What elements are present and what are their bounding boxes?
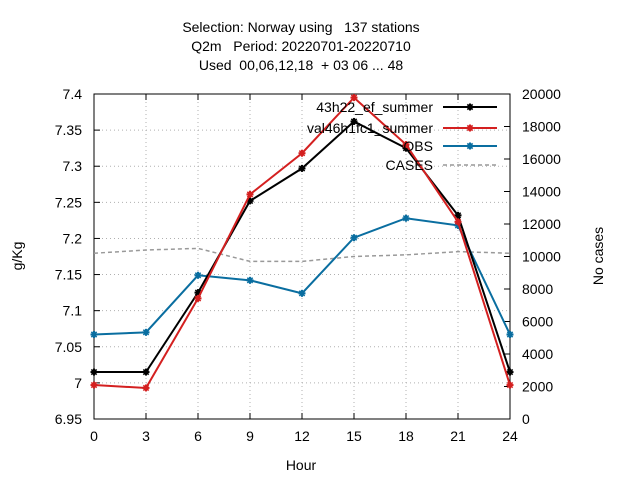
y-tick-label: 7.35 — [55, 122, 82, 138]
tick-marks — [93, 93, 511, 420]
legend: 43h22_ef_summer val46h1fc1_summer OBS CASES — [307, 99, 497, 173]
data-point — [142, 328, 150, 336]
y-axis-label: g/Kg — [9, 242, 25, 271]
data-point — [506, 368, 514, 376]
y-tick-label: 7.4 — [63, 86, 83, 102]
y-tick-label: 7.15 — [55, 267, 82, 283]
x-tick-label: 21 — [450, 428, 466, 444]
y-tick-label: 7.1 — [63, 303, 83, 319]
y-tick-label: 7.05 — [55, 339, 82, 355]
data-point — [454, 218, 462, 226]
x-tick-label: 3 — [142, 428, 150, 444]
legend-label: OBS — [403, 138, 433, 154]
data-point — [90, 381, 98, 389]
y2-tick-label: 20000 — [522, 86, 561, 102]
x-tick-label: 15 — [346, 428, 362, 444]
x-tick-label: 0 — [90, 428, 98, 444]
x-tick-label: 24 — [502, 428, 518, 444]
legend-marker — [466, 124, 474, 132]
legend-marker — [466, 142, 474, 150]
y-tick-label: 7.2 — [63, 230, 83, 246]
data-point — [246, 276, 254, 284]
y2-tick-label: 2000 — [522, 379, 553, 395]
data-point — [506, 381, 514, 389]
y-tick-label: 7.25 — [55, 194, 82, 210]
x-axis-label: Hour — [286, 457, 317, 473]
legend-label: 43h22_ef_summer — [316, 99, 433, 115]
title-line-3: Used 00,06,12,18 + 03 06 ... 48 — [199, 57, 404, 73]
y-tick-label: 7.3 — [63, 158, 83, 174]
data-point — [298, 289, 306, 297]
y2-axis-label: No cases — [590, 227, 606, 285]
x-tick-labels: 0 3 6 9 12 15 18 21 24 — [90, 428, 518, 444]
chart-title: Selection: Norway using 137 stations Q2m… — [182, 19, 419, 73]
series-group — [90, 94, 514, 392]
data-point — [350, 117, 358, 125]
data-point — [194, 294, 202, 302]
y2-tick-label: 8000 — [522, 281, 553, 297]
y2-tick-label: 12000 — [522, 216, 561, 232]
y-tick-labels: 6.95 7 7.05 7.1 7.15 7.2 7.25 7.3 7.35 7.4 — [55, 86, 82, 427]
x-tick-label: 12 — [294, 428, 310, 444]
legend-marker — [466, 103, 474, 111]
data-point — [90, 331, 98, 338]
y2-tick-label: 14000 — [522, 184, 561, 200]
y2-tick-label: 10000 — [522, 249, 561, 265]
x-tick-label: 6 — [194, 428, 202, 444]
y2-tick-label: 6000 — [522, 314, 553, 330]
y2-tick-label: 16000 — [522, 151, 561, 167]
data-point — [506, 331, 514, 338]
data-point — [194, 271, 202, 279]
data-point — [246, 190, 254, 198]
data-point — [402, 214, 410, 222]
data-point — [298, 164, 306, 172]
data-point — [350, 234, 358, 242]
y-tick-label: 6.95 — [55, 411, 82, 427]
data-point — [142, 384, 150, 392]
series-line-2 — [93, 217, 511, 336]
data-point — [402, 141, 410, 149]
y2-tick-label: 0 — [522, 411, 530, 427]
data-point — [298, 149, 306, 157]
x-tick-label: 9 — [246, 428, 254, 444]
title-line-2: Q2m Period: 20220701-20220710 — [191, 38, 411, 54]
legend-label: val46h1fc1_summer — [307, 120, 433, 136]
data-point — [350, 94, 358, 102]
y2-tick-label: 18000 — [522, 119, 561, 135]
data-point — [454, 211, 462, 219]
y-tick-label: 7 — [74, 375, 82, 391]
x-tick-label: 18 — [398, 428, 414, 444]
title-line-1: Selection: Norway using 137 stations — [182, 19, 419, 35]
y2-tick-labels: 0 2000 4000 6000 8000 10000 12000 14000 16000 180… — [522, 86, 561, 427]
data-point — [142, 368, 150, 376]
legend-label: CASES — [386, 157, 433, 173]
data-point — [90, 368, 98, 376]
y2-tick-label: 4000 — [522, 346, 553, 362]
